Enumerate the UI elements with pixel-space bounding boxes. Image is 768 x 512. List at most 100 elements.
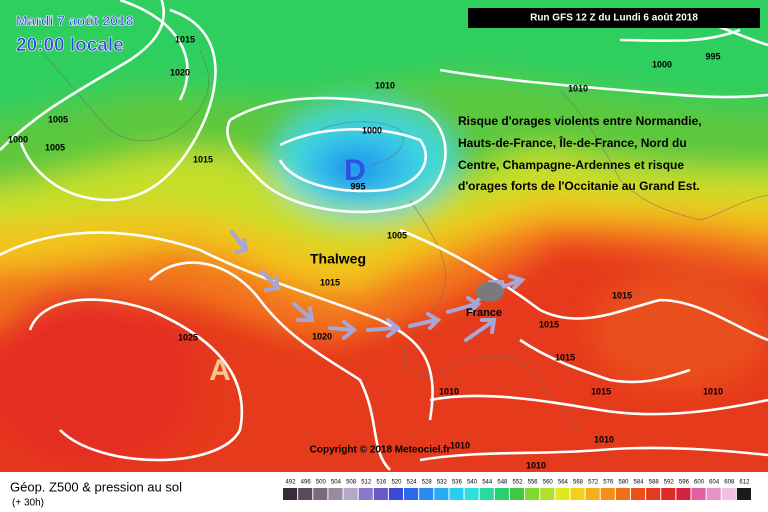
scale-label: 500 — [316, 480, 327, 486]
isobar-label: 1000 — [362, 125, 382, 135]
isobar-label: 1000 — [8, 134, 28, 144]
scale-cell — [434, 488, 449, 500]
scale-cell — [525, 488, 540, 500]
scale-label: 504 — [331, 480, 342, 486]
scale-label: 544 — [482, 480, 493, 486]
annotation-line: Hauts-de-France, Île-de-France, Nord du — [458, 135, 687, 150]
scale-cell — [661, 488, 676, 500]
footer-lead: (+ 30h) — [12, 498, 44, 509]
run-banner — [468, 8, 760, 28]
scale-cell — [676, 488, 691, 500]
scale-label: 540 — [467, 480, 478, 486]
isobar-label: 1010 — [450, 440, 470, 450]
coastlines — [29, 39, 768, 431]
isobar-label: 1010 — [568, 83, 588, 93]
scale-cell — [509, 488, 525, 500]
scale-cell — [615, 488, 630, 500]
scale-label: 556 — [528, 480, 539, 486]
annotation-line: Centre, Champagne-Ardennes et risque — [458, 158, 684, 172]
scale-label: 584 — [634, 480, 645, 486]
field-background — [0, 0, 768, 472]
trough-label: Thalweg — [310, 251, 366, 267]
isobar-label: 1010 — [375, 80, 395, 90]
annotation-line: d'orages forts de l'Occitanie au Grand E… — [458, 179, 700, 193]
scale-cell — [283, 488, 298, 500]
scale-label: 492 — [286, 480, 297, 486]
scale-cell — [298, 488, 313, 500]
isobar-labels: 1015 1020 1005 1000 1005 1015 1010 1000 995 1005 1… — [8, 34, 723, 470]
footer-title: Géop. Z500 & pression au sol — [10, 479, 182, 494]
annotation-line: Risque d'orages violents entre Normandie… — [458, 114, 702, 128]
scale-cell — [313, 488, 328, 500]
scale-cell — [736, 488, 751, 500]
scale-label: 536 — [452, 480, 463, 486]
scale-cell — [343, 488, 358, 500]
scale-cell — [388, 488, 404, 500]
trough-arrows — [230, 230, 526, 342]
isobar-label: 1015 — [555, 352, 575, 362]
scale-label: 588 — [649, 480, 660, 486]
scale-label: 592 — [664, 480, 675, 486]
scale-cell — [464, 488, 479, 500]
isobar-label: 1015 — [539, 319, 559, 329]
scale-label: 600 — [694, 480, 705, 486]
scale-label: 564 — [558, 480, 569, 486]
isolines — [0, 0, 768, 471]
color-scale: 492 496 500 504 508 512 516 520 524 528 532 536 540 5… — [283, 480, 751, 500]
isobar-label: 1015 — [320, 277, 340, 287]
scale-label: 568 — [573, 480, 584, 486]
isobar-label: 1005 — [48, 114, 68, 124]
scale-cell — [706, 488, 721, 500]
scale-cell — [721, 488, 736, 500]
forecast-date: Mardi 7 août 2018 — [16, 13, 134, 29]
scale-label: 580 — [618, 480, 629, 486]
isobar-label: 1010 — [439, 386, 459, 396]
copyright: Copyright © 2018 Meteociel.fr — [310, 445, 451, 456]
scale-cell — [646, 488, 661, 500]
scale-cell — [540, 488, 555, 500]
scale-cell — [358, 488, 373, 500]
isobar-label: 1015 — [591, 386, 611, 396]
scale-label: 548 — [497, 480, 508, 486]
scale-label: 608 — [724, 480, 735, 486]
scale-cell — [404, 488, 419, 500]
scale-label: 532 — [437, 480, 448, 486]
isobar-label: 995 — [350, 181, 365, 191]
scale-cell — [585, 488, 600, 500]
scale-label: 516 — [376, 480, 387, 486]
scale-cell — [600, 488, 615, 500]
scale-label: 520 — [391, 480, 402, 486]
isobar-label: 1015 — [175, 34, 195, 44]
scale-label: 552 — [512, 480, 523, 486]
scale-label: 596 — [679, 480, 690, 486]
country-label: France — [466, 307, 502, 319]
isobar-label: 1015 — [193, 154, 213, 164]
run-info: Run GFS 12 Z du Lundi 6 août 2018 — [530, 13, 698, 24]
scale-cell — [419, 488, 434, 500]
forecast-time: 20:00 locale — [16, 35, 124, 56]
scale-label: 560 — [543, 480, 554, 486]
scale-label: 576 — [603, 480, 614, 486]
isobar-label: 995 — [705, 51, 720, 61]
isobar-label: 1010 — [594, 434, 614, 444]
scale-label: 528 — [422, 480, 433, 486]
isobar-label: 1005 — [387, 230, 407, 240]
low-pressure-label: D — [344, 154, 366, 187]
isobar-label: 1000 — [652, 59, 672, 69]
storm-zone — [476, 282, 504, 302]
scale-label: 572 — [588, 480, 599, 486]
scale-cell — [555, 488, 570, 500]
scale-cell — [373, 488, 388, 500]
scale-label: 496 — [301, 480, 312, 486]
scale-cell — [479, 488, 494, 500]
scale-cell — [494, 488, 509, 500]
scale-cell — [328, 488, 343, 500]
isobar-label: 1020 — [170, 67, 190, 77]
isobar-label: 1010 — [526, 460, 546, 470]
isobar-label: 1010 — [703, 386, 723, 396]
scale-label: 612 — [739, 480, 750, 486]
scale-cell — [691, 488, 706, 500]
isobar-label: 1025 — [178, 332, 198, 342]
